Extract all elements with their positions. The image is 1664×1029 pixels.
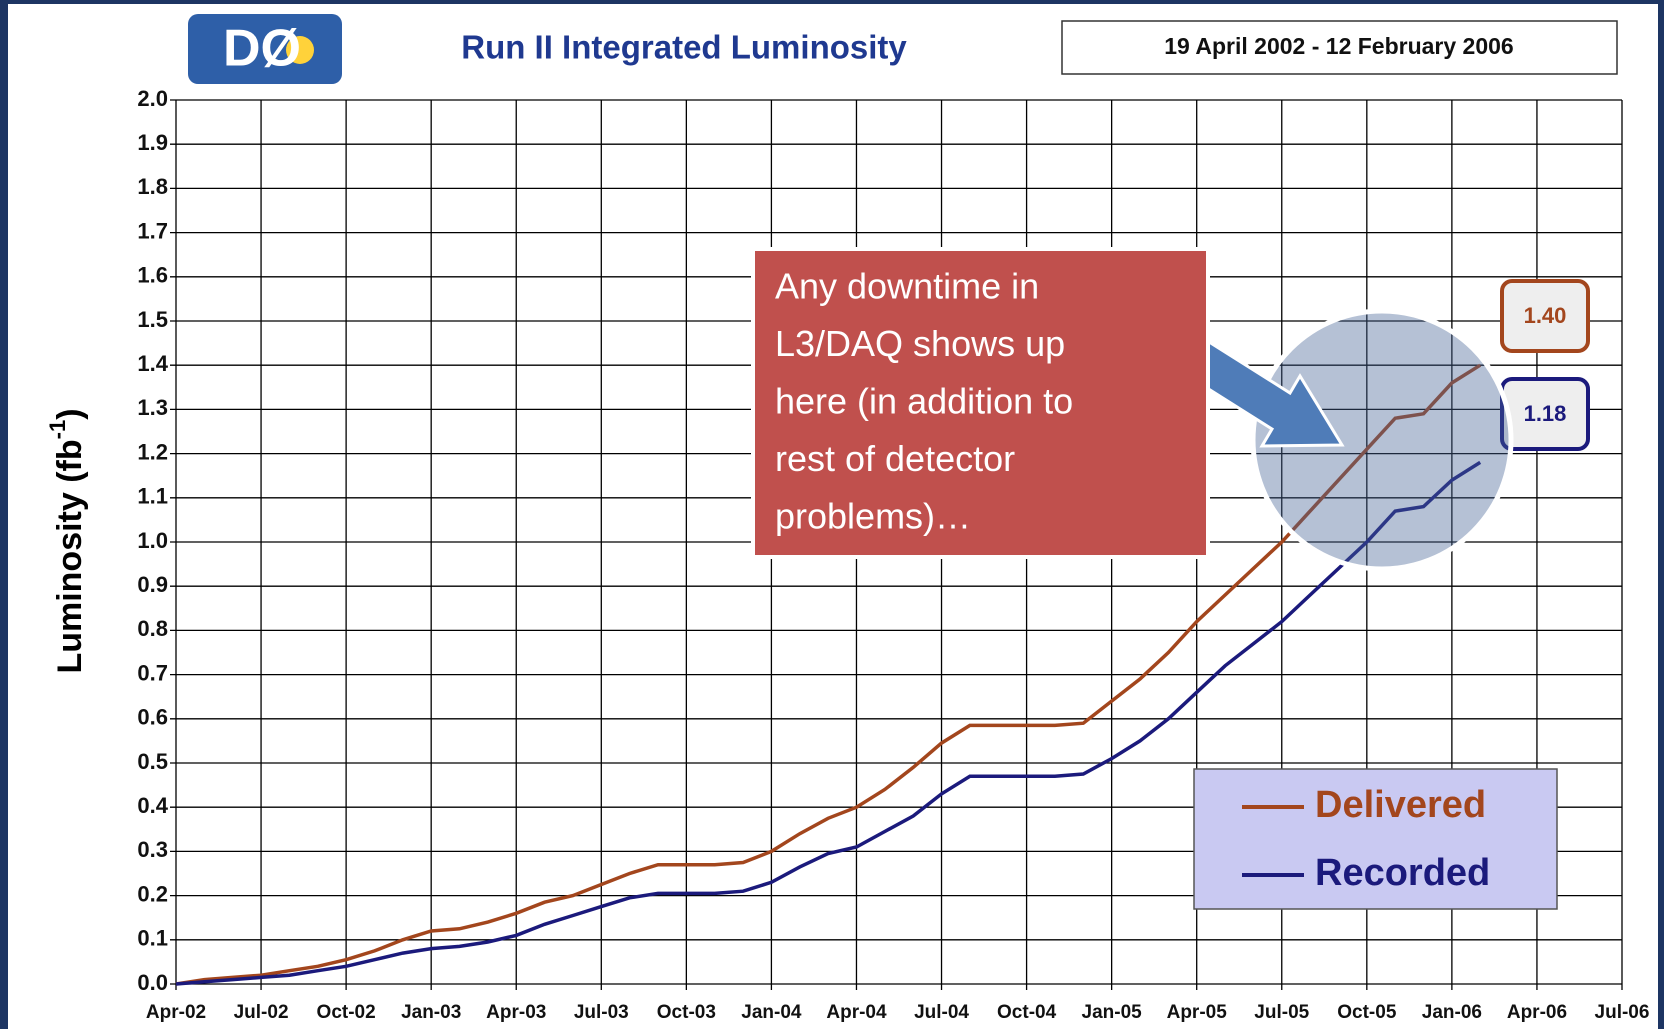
legend-label: Recorded bbox=[1315, 852, 1490, 894]
x-tick-label: Oct-03 bbox=[657, 1002, 716, 1023]
y-tick-label: 0.5 bbox=[137, 749, 168, 774]
x-tick-label: Jan-03 bbox=[401, 1002, 461, 1023]
y-label-sup: -1 bbox=[45, 420, 70, 440]
y-tick-label: 0.7 bbox=[137, 660, 168, 685]
annotation-line: problems)… bbox=[775, 496, 971, 537]
legend-box bbox=[1193, 768, 1558, 910]
y-tick-label: 0.8 bbox=[137, 616, 168, 641]
y-axis-label: Luminosity (fb-1) bbox=[45, 408, 89, 673]
y-label-end: ) bbox=[51, 408, 89, 419]
series-line bbox=[175, 363, 1482, 986]
end-label-box bbox=[1500, 377, 1590, 451]
end-label: 1.18 bbox=[1524, 401, 1567, 426]
y-tick-label: 1.9 bbox=[137, 130, 168, 155]
annotation-line: L3/DAQ shows up bbox=[775, 323, 1065, 364]
chart-title: Run II Integrated Luminosity bbox=[461, 29, 907, 66]
y-tick-label: 0.1 bbox=[137, 926, 168, 951]
y-tick-label: 0.4 bbox=[137, 793, 168, 818]
x-tick-label: Jul-06 bbox=[1595, 1002, 1650, 1023]
x-tick-label: Apr-03 bbox=[486, 1002, 546, 1023]
y-tick-label: 1.3 bbox=[137, 395, 168, 420]
y-tick-label: 0.0 bbox=[137, 970, 168, 995]
x-tick-label: Apr-06 bbox=[1507, 1002, 1567, 1023]
logo-text: DØ bbox=[223, 20, 301, 78]
y-tick-label: 1.8 bbox=[137, 174, 168, 199]
end-label: 1.40 bbox=[1524, 303, 1567, 328]
x-tick-label: Apr-04 bbox=[826, 1002, 887, 1023]
x-tick-label: Jul-04 bbox=[914, 1002, 969, 1023]
highlight-circle bbox=[1250, 308, 1514, 572]
y-tick-label: 1.7 bbox=[137, 218, 168, 243]
x-tick-label: Jan-05 bbox=[1082, 1002, 1143, 1023]
series-line bbox=[175, 460, 1482, 986]
annotation-line: here (in addition to bbox=[775, 381, 1073, 422]
x-tick-label: Oct-04 bbox=[997, 1002, 1057, 1023]
logo: DØ bbox=[188, 14, 342, 84]
x-tick-label: Jul-05 bbox=[1254, 1002, 1309, 1023]
y-tick-label: 1.2 bbox=[137, 439, 168, 464]
y-tick-label: 2.0 bbox=[137, 86, 168, 111]
x-tick-label: Jan-06 bbox=[1422, 1002, 1482, 1023]
date-box bbox=[1061, 20, 1618, 75]
x-tick-label: Jan-04 bbox=[741, 1002, 802, 1023]
y-tick-label: 0.3 bbox=[137, 837, 168, 862]
x-tick-label: Jul-02 bbox=[234, 1002, 289, 1023]
y-tick-label: 1.6 bbox=[137, 263, 168, 288]
end-label-box bbox=[1500, 279, 1590, 353]
chart-subtitle: 19 April 2002 - 12 February 2006 bbox=[1164, 33, 1513, 59]
y-tick-label: 0.6 bbox=[137, 705, 168, 730]
x-tick-label: Apr-05 bbox=[1167, 1002, 1228, 1023]
overlay: Delivered Recorded 1.40 1.18 Any downtime in… bbox=[751, 247, 1590, 910]
annotation-box bbox=[751, 247, 1210, 559]
y-tick-label: 1.5 bbox=[137, 307, 168, 332]
legend-label: Delivered bbox=[1315, 784, 1486, 826]
y-tick-label: 1.0 bbox=[137, 528, 168, 553]
x-tick-label: Apr-02 bbox=[146, 1002, 206, 1023]
y-label-main: Luminosity (fb bbox=[51, 439, 89, 673]
y-tick-label: 0.9 bbox=[137, 572, 168, 597]
x-tick-label: Oct-05 bbox=[1337, 1002, 1397, 1023]
logo-bg bbox=[188, 14, 342, 84]
y-tick-label: 1.4 bbox=[137, 351, 168, 376]
x-tick-label: Jul-03 bbox=[574, 1002, 629, 1023]
logo-star bbox=[286, 36, 314, 64]
annotation-line: rest of detector bbox=[775, 438, 1015, 479]
y-tick-label: 0.2 bbox=[137, 881, 168, 906]
y-tick-label: 1.1 bbox=[137, 484, 168, 509]
x-tick-label: Oct-02 bbox=[317, 1002, 376, 1023]
annotation-line: Any downtime in bbox=[775, 266, 1039, 307]
